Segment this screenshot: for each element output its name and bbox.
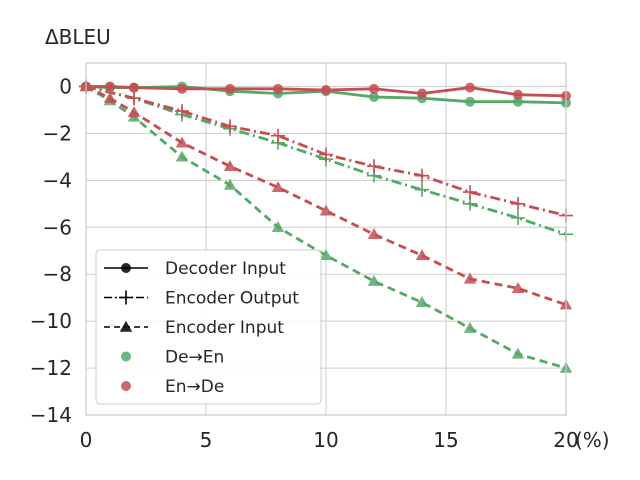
x-tick-label: 5 xyxy=(200,428,213,452)
legend-marker xyxy=(121,381,131,391)
x-tick-label: 10 xyxy=(313,428,338,452)
data-point xyxy=(127,91,141,106)
x-axis-unit: (%) xyxy=(575,428,610,452)
data-point xyxy=(513,89,523,100)
series-line xyxy=(85,85,567,236)
y-tick-label: −4 xyxy=(43,168,72,192)
y-tick-label: −14 xyxy=(30,403,72,427)
legend-item: En→De xyxy=(121,377,224,397)
legend-label: De→En xyxy=(165,348,224,368)
legend-marker xyxy=(121,351,131,362)
data-point xyxy=(127,106,141,117)
y-tick-label: 0 xyxy=(59,74,72,98)
data-point xyxy=(415,168,429,183)
data-point xyxy=(415,249,429,261)
data-point xyxy=(415,296,429,308)
y-tick-label: −6 xyxy=(43,215,72,239)
y-tick-label: −2 xyxy=(43,121,72,145)
data-point xyxy=(465,96,475,107)
data-point xyxy=(271,181,285,193)
data-point xyxy=(223,178,237,190)
data-point xyxy=(129,82,139,93)
y-tick-label: −10 xyxy=(30,309,72,333)
y-axis-title: ΔBLEU xyxy=(45,25,111,49)
data-point xyxy=(273,83,283,94)
legend-box xyxy=(95,249,322,405)
data-point xyxy=(513,96,523,107)
data-point xyxy=(463,272,477,284)
legend-label: En→De xyxy=(165,377,224,397)
data-point xyxy=(223,160,237,171)
data-point xyxy=(175,150,189,162)
data-point xyxy=(271,221,285,232)
data-point xyxy=(321,84,331,95)
x-tick-label: 20 xyxy=(553,428,578,452)
data-point xyxy=(511,210,525,225)
legend: Decoder Input Encoder Output Encoder Input… xyxy=(95,249,322,405)
legend-label: Encoder Output xyxy=(165,289,299,309)
legend-item: Encoder Output xyxy=(104,289,299,309)
data-point xyxy=(367,159,381,174)
y-tick-label: −12 xyxy=(30,356,72,380)
legend-marker xyxy=(119,290,133,305)
x-tick-label: 0 xyxy=(80,428,93,452)
tick-labels: 0 5 10 15 20 0 −2 −4 −6 −8 −10 −12 −14 xyxy=(30,74,579,452)
legend-item: Encoder Input xyxy=(104,318,284,338)
legend-label: Decoder Input xyxy=(165,259,286,279)
data-point xyxy=(225,83,235,94)
data-point xyxy=(417,88,427,99)
data-point xyxy=(177,83,187,94)
y-tick-label: −8 xyxy=(43,262,72,286)
data-point xyxy=(223,119,237,134)
data-point xyxy=(103,91,117,103)
data-point xyxy=(511,347,525,359)
data-point xyxy=(511,196,525,211)
legend-item: De→En xyxy=(121,348,224,368)
data-point xyxy=(319,147,333,162)
data-point xyxy=(319,249,333,261)
data-point xyxy=(415,182,429,197)
data-point xyxy=(367,274,381,286)
data-point xyxy=(463,321,477,333)
data-point xyxy=(175,136,189,148)
legend-item: Decoder Input xyxy=(104,259,286,279)
data-point xyxy=(369,83,379,94)
data-point xyxy=(465,82,475,93)
plot-frame xyxy=(85,62,567,416)
x-tick-label: 15 xyxy=(433,428,458,452)
data-point xyxy=(319,204,333,216)
data-point xyxy=(175,104,189,119)
series-layer xyxy=(79,79,573,373)
data-point xyxy=(463,196,477,211)
legend-marker xyxy=(119,320,133,332)
legend-label: Encoder Input xyxy=(165,318,284,338)
legend-marker xyxy=(121,263,131,273)
data-point xyxy=(105,81,115,92)
data-point xyxy=(369,92,379,103)
data-point xyxy=(271,128,285,143)
data-point xyxy=(367,228,381,239)
data-point xyxy=(463,185,477,200)
data-point xyxy=(511,282,525,293)
